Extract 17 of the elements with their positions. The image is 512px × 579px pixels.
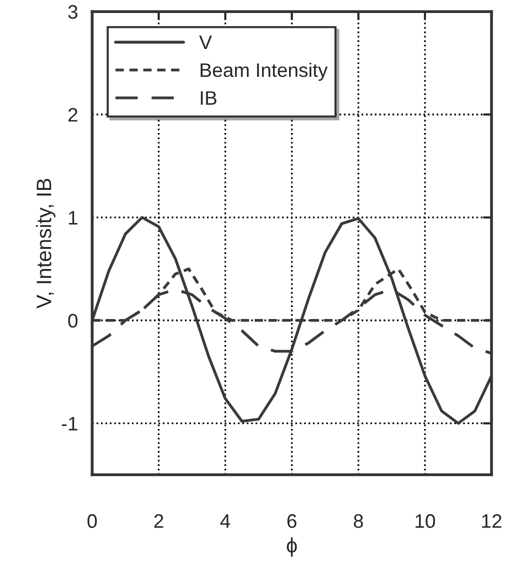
legend-label: V	[199, 36, 212, 50]
y-tick-label: -1	[62, 416, 78, 430]
y-tick-label: 3	[68, 5, 78, 19]
y-tick-label: 1	[68, 211, 78, 224]
x-tick-label: 6	[287, 514, 296, 528]
x-axis-title: ϕ	[286, 537, 297, 557]
x-tick-label: 0	[88, 514, 97, 528]
y-axis-title: V, Intensity, IB	[36, 178, 56, 309]
x-tick-label: 8	[354, 514, 363, 528]
x-tick-label: 12	[482, 514, 502, 528]
y-tick-label: 2	[68, 108, 78, 122]
x-tick-label: 10	[416, 514, 436, 528]
y-tick-label: 0	[68, 314, 78, 328]
legend-label: IB	[200, 91, 216, 105]
legend-label: Beam Intensity	[200, 62, 328, 81]
x-tick-label: 4	[220, 514, 230, 528]
x-tick-label: 2	[154, 514, 164, 528]
